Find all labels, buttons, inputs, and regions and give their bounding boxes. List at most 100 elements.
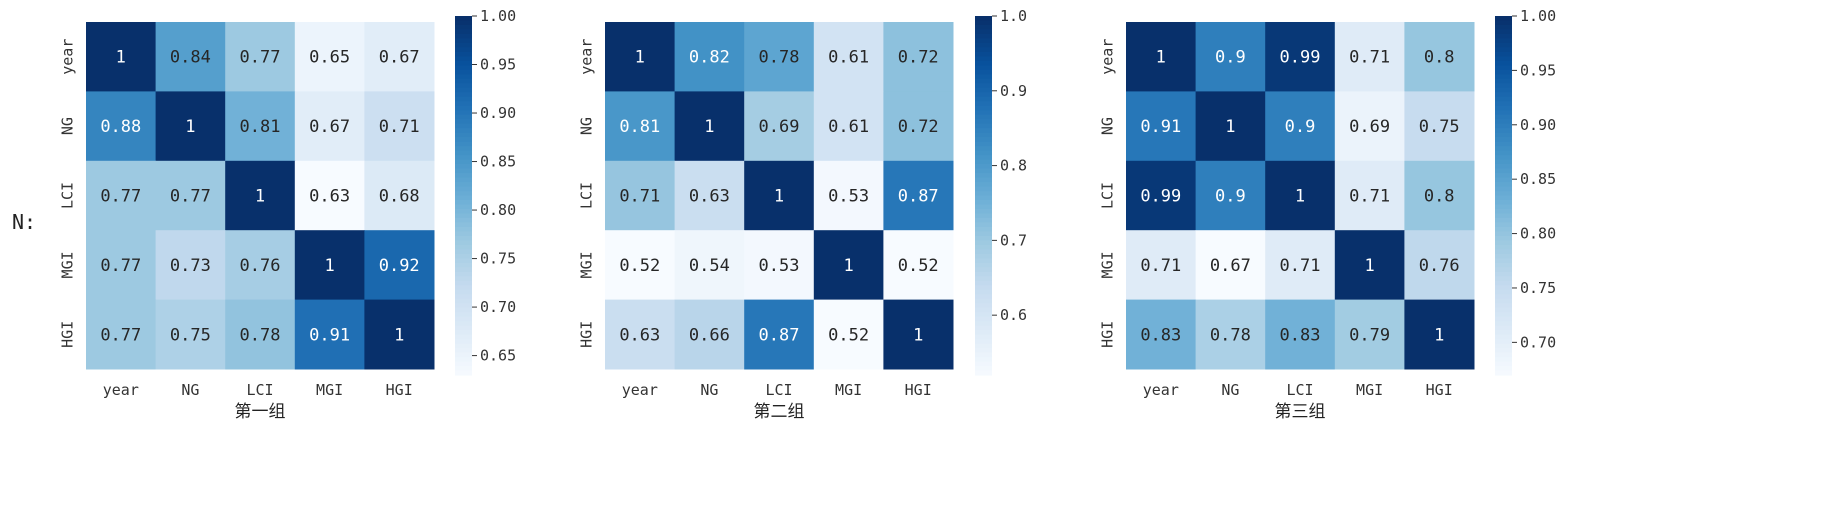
colorbar-segment bbox=[975, 24, 992, 31]
colorbar-segment bbox=[455, 56, 472, 62]
colorbar-segment bbox=[455, 271, 472, 277]
heatmap-cell bbox=[155, 22, 226, 92]
colorbar-tick-label: 0.6 bbox=[1000, 306, 1027, 324]
colorbar-segment bbox=[975, 303, 992, 309]
heatmap-cell bbox=[1334, 91, 1405, 162]
colorbar-segment bbox=[455, 87, 472, 93]
colorbar-segment bbox=[455, 240, 472, 246]
colorbar-segment bbox=[455, 110, 472, 116]
heatmap-cell bbox=[1126, 230, 1197, 301]
colorbar-segment bbox=[975, 47, 992, 53]
colorbar-segment bbox=[1495, 168, 1512, 174]
cell-value-label: 0.91 bbox=[1140, 117, 1181, 137]
colorbar-segment bbox=[455, 141, 472, 147]
heatmap-cell bbox=[674, 299, 745, 370]
cell-value-label: 1 bbox=[774, 187, 784, 207]
colorbar-segment bbox=[975, 16, 992, 22]
colorbar-segment bbox=[1495, 159, 1512, 165]
colorbar-segment bbox=[975, 316, 992, 322]
heatmap-cell bbox=[225, 22, 296, 92]
colorbar-segment bbox=[455, 330, 472, 336]
cell-value-label: 0.67 bbox=[1210, 256, 1251, 276]
colorbar-segment bbox=[975, 217, 992, 224]
colorbar-segment bbox=[455, 258, 472, 264]
colorbar-segment bbox=[455, 29, 472, 35]
heatmap-cell bbox=[883, 22, 954, 92]
colorbar-segment bbox=[1495, 253, 1512, 259]
colorbar-segment bbox=[455, 38, 472, 44]
colorbar-segment bbox=[1495, 213, 1512, 219]
colorbar-tick-label: 0.80 bbox=[1520, 225, 1556, 243]
cell-value-label: 1 bbox=[635, 48, 645, 68]
colorbar-segment bbox=[975, 276, 992, 282]
colorbar-segment bbox=[455, 128, 472, 134]
heatmap-cell bbox=[883, 91, 954, 162]
colorbar-segment bbox=[455, 47, 472, 53]
heatmap-cell bbox=[294, 160, 365, 231]
heatmap-cell bbox=[744, 91, 815, 162]
colorbar-segment bbox=[455, 303, 472, 309]
colorbar-segment bbox=[1495, 123, 1512, 129]
colorbar-segment bbox=[1495, 137, 1512, 143]
cell-value-label: 0.72 bbox=[898, 117, 939, 137]
colorbar-segment bbox=[975, 74, 992, 80]
heatmap-cell bbox=[1265, 299, 1336, 370]
colorbar-segment bbox=[1495, 231, 1512, 237]
colorbar-segment bbox=[975, 83, 992, 89]
cell-value-label: 0.73 bbox=[170, 256, 211, 276]
colorbar-segment bbox=[1495, 164, 1512, 170]
colorbar-segment bbox=[455, 137, 472, 143]
cell-value-label: 0.52 bbox=[898, 256, 939, 276]
colorbar-segment bbox=[975, 65, 992, 71]
colorbar-segment bbox=[455, 60, 472, 66]
colorbar-segment bbox=[1495, 339, 1512, 345]
y-tick-label: HGI bbox=[59, 321, 77, 348]
colorbar-segment bbox=[455, 298, 472, 304]
colorbar-segment bbox=[1495, 316, 1512, 322]
colorbar-segment bbox=[455, 339, 472, 345]
colorbar-segment bbox=[975, 101, 992, 107]
cell-value-label: 1 bbox=[324, 256, 334, 276]
colorbar-segment bbox=[1495, 182, 1512, 188]
colorbar-segment bbox=[455, 177, 472, 183]
colorbar-segment bbox=[975, 132, 992, 138]
cell-value-label: 1 bbox=[843, 256, 853, 276]
colorbar-tick-label: 0.90 bbox=[480, 104, 516, 122]
heatmap-cell bbox=[674, 91, 745, 162]
heatmap-cell bbox=[1334, 22, 1405, 92]
colorbar-segment bbox=[1495, 69, 1512, 75]
colorbar-segment bbox=[1495, 173, 1512, 179]
colorbar-segment bbox=[1495, 334, 1512, 340]
colorbar-segment bbox=[975, 370, 992, 376]
cell-value-label: 0.71 bbox=[1280, 256, 1321, 276]
heatmap-panel-3: 1 0.9 0.99 0.71 0.80.91 1 0.9 0.69 0.750.99 0.9 1 0… bbox=[1099, 7, 1557, 422]
colorbar-segment bbox=[1495, 195, 1512, 201]
cell-value-label: 0.71 bbox=[1140, 256, 1181, 276]
colorbar-segment bbox=[455, 222, 472, 228]
heatmap-cell bbox=[1126, 160, 1197, 231]
x-tick-label: year bbox=[622, 381, 658, 399]
colorbar-segment bbox=[975, 213, 992, 219]
y-tick-label: LCI bbox=[1099, 182, 1117, 209]
y-tick-label: NG bbox=[578, 117, 596, 135]
cell-value-label: 0.76 bbox=[1419, 256, 1460, 276]
colorbar-segment bbox=[975, 195, 992, 201]
colorbar-segment bbox=[975, 235, 992, 241]
heatmap-cell bbox=[1126, 22, 1197, 92]
heatmap-cell bbox=[364, 299, 435, 370]
colorbar-segment bbox=[1495, 208, 1512, 215]
colorbar-tick-label: 0.90 bbox=[1520, 116, 1556, 134]
colorbar-segment bbox=[975, 249, 992, 255]
colorbar-segment bbox=[455, 204, 472, 210]
colorbar-segment bbox=[1495, 92, 1512, 98]
colorbar-segment bbox=[1495, 361, 1512, 367]
cell-value-label: 0.52 bbox=[828, 325, 869, 345]
colorbar-segment bbox=[975, 92, 992, 98]
colorbar-segment bbox=[455, 101, 472, 107]
y-tick-label: MGI bbox=[59, 251, 77, 278]
colorbar-segment bbox=[455, 16, 472, 22]
colorbar-segment bbox=[455, 321, 472, 327]
y-tick-label: NG bbox=[1099, 117, 1117, 135]
heatmap-cell bbox=[364, 22, 435, 92]
heatmap-cell bbox=[1265, 22, 1336, 92]
